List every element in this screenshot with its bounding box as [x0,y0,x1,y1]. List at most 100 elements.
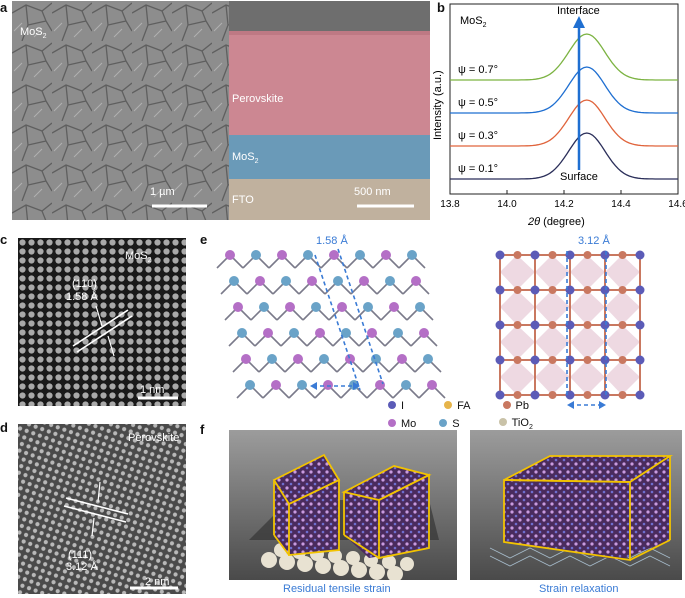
panel-label-f: f [200,422,205,437]
e-right-i-2-1 [530,320,540,330]
c-label: MoS2 [125,250,152,265]
e-spacing-right: 3.12 Å [578,235,610,247]
layer-mos2-label: MoS2 [232,151,259,166]
e-left-atom-39 [423,354,433,364]
e-right-i-0-3 [600,250,610,260]
e-left-atom-12 [333,276,343,286]
legend-fa-icon [444,401,453,409]
e-left-atom-19 [311,302,321,312]
e-right-i-2-4 [635,320,645,330]
e-right-i-4-4 [635,390,645,400]
e-right-i-2-0 [495,320,505,330]
e-right-i-1-4 [635,285,645,295]
legend-item-s: S [439,418,460,430]
e-left-atom-3 [303,250,313,260]
e-right-pb-1-0 [513,286,522,294]
e-left-atom-27 [315,328,325,338]
e-right-pb-1-3 [618,286,627,294]
series-label-3: ψ = 0.1° [458,163,498,175]
x-tick-label-4: 14.6 [668,199,685,210]
cross-scale-label: 500 nm [354,186,391,198]
xrd-chart: 13.8 14.0 14.2 14.4 14.6 ψ = 0.7° ψ = 0.5° ψ =… [432,3,685,228]
e-left-atom-24 [237,328,247,338]
e-left-atom-13 [359,276,369,286]
e-spacing-left: 1.58 Å [316,235,348,247]
x-axis-label: 2θ (degree) [527,216,585,228]
e-left-atom-10 [281,276,291,286]
panel-c-tem [18,238,186,406]
e-right-pb-3-1 [548,356,557,364]
layer-fto-band [229,179,430,220]
layer-mos2-band [229,135,430,179]
e-right-pb-2-1 [548,321,557,329]
panel-a-sem [12,1,430,220]
e-left-atom-16 [233,302,243,312]
e-right-i-1-0 [495,285,505,295]
series-line-3 [450,132,678,180]
e-right-pb-4-0 [513,391,522,399]
x-tick-label-1: 14.0 [497,199,517,210]
panel-label-b: b [437,0,445,15]
series-line-1 [450,66,678,114]
e-right-pb-3-0 [513,356,522,364]
e-left-atom-11 [307,276,317,286]
e-left-atom-1 [251,250,261,260]
e-left-atom-4 [329,250,339,260]
e-right-i-4-1 [530,390,540,400]
e-left-atom-32 [241,354,251,364]
e-left-atom-28 [341,328,351,338]
legend-item-mo: Mo [388,418,416,430]
layer-fto-label: FTO [232,194,254,206]
e-legend: I FA Pb Mo S TiO2 [388,398,588,432]
e-right-pb-4-2 [583,391,592,399]
f-caption-left: Residual tensile strain [283,583,391,595]
layer-perovskite-label: Perovskite [232,93,284,105]
e-right-i-2-3 [600,320,610,330]
legend-s-icon [439,419,448,427]
e-right-pb-2-3 [618,321,627,329]
e-right-i-3-1 [530,355,540,365]
series-line-0 [450,33,678,81]
panel-label-a: a [0,0,8,15]
legend-item-pb: Pb [502,400,529,412]
e-left-atom-6 [381,250,391,260]
c-spacing: 1.58 Å [66,291,98,303]
top-view-image [12,1,229,220]
panel-f-left-render [229,430,457,580]
e-right-pb-0-0 [513,251,522,259]
e-right-pb-3-3 [618,356,627,364]
d-scale-label: 2 nm [145,576,170,588]
e-left-atom-15 [411,276,421,286]
x-tick-label-0: 13.8 [440,199,460,210]
e-right-pb-1-2 [583,286,592,294]
series-label-1: ψ = 0.5° [458,97,498,109]
e-left-atom-31 [419,328,429,338]
e-left-atom-29 [367,328,377,338]
e-left-atom-42 [297,380,307,390]
c-scale-label: 1 nm [140,384,165,396]
e-right-i-0-0 [495,250,505,260]
e-right-i-1-1 [530,285,540,295]
c-plane: (110) [72,278,97,290]
e-left-atom-34 [293,354,303,364]
e-right-pb-0-2 [583,251,592,259]
e-left-atom-36 [345,354,355,364]
e-right-i-4-0 [495,390,505,400]
d-label: Perovskite [128,432,180,444]
e-left-atom-14 [385,276,395,286]
e-left-atom-45 [375,380,385,390]
e-left-atom-9 [255,276,265,286]
e-right-pb-4-1 [548,391,557,399]
panel-label-d: d [0,420,8,435]
e-right-pb-3-2 [583,356,592,364]
e-left-atom-21 [363,302,373,312]
series-label-0: ψ = 0.7° [458,64,498,76]
e-left-atom-17 [259,302,269,312]
legend-tio2-icon [498,417,507,426]
e-left-atom-43 [323,380,333,390]
arrow-bottom-label: Surface [560,171,598,183]
e-left-atom-46 [401,380,411,390]
e-right-i-1-3 [600,285,610,295]
panel-label-c: c [0,232,8,247]
e-left-atom-2 [277,250,287,260]
